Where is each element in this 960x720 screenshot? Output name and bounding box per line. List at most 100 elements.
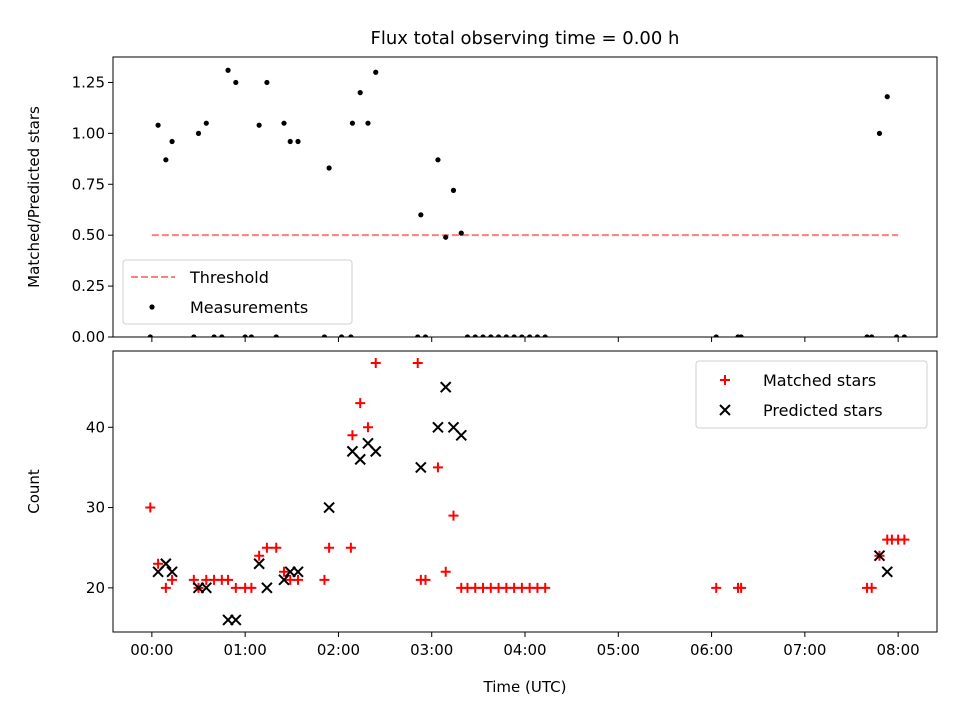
measurement-point [242,334,248,337]
y-tick-label: 40 [86,418,105,436]
y-axis-label: Count [25,469,43,514]
legend-top: Threshold Measurements [122,259,353,325]
plot-area [147,67,907,337]
legend-predicted-swatch [719,404,731,416]
axes-frame [112,56,938,338]
predicted-point [881,566,893,578]
measurement-point [418,212,424,218]
legend-threshold-label: Threshold [189,268,269,287]
predicted-point [166,566,178,578]
predicted-point [323,501,335,514]
y-axis-label: Matched/Predicted stars [25,106,43,288]
series-matched-stars [145,358,910,593]
measurement-point [884,94,890,100]
matched-point [153,558,164,569]
measurement-point [527,334,533,337]
measurement-point [893,334,900,337]
chart-title: Flux total observing time = 0.00 h [371,28,680,49]
measurement-point [281,120,287,126]
measurement-point [713,334,719,337]
measurement-point [357,90,363,96]
predicted-point [261,582,273,594]
measurement-point [495,334,502,337]
bottom-panel: 20 30 40 00:00 01:00 02:00 03:00 04:00 05:00 06:0… [25,350,938,696]
y-tick-label: 1.25 [72,73,105,91]
x-tick-label: 05:00 [597,641,640,659]
measurement-point [435,157,441,163]
measurement-point [326,165,332,171]
x-tick-label: 08:00 [877,641,920,659]
measurement-point [503,334,509,337]
measurement-point [450,187,457,193]
measurement-point [373,69,379,75]
matched-point [254,550,265,561]
predicted-point [370,445,382,458]
legend-box [122,259,353,325]
predicted-point [292,566,304,578]
measurement-point [264,79,270,86]
predicted-point [432,421,444,433]
measurement-point [864,334,870,337]
matched-point [370,358,381,369]
measurement-point [147,334,153,337]
matched-point [160,582,171,593]
predicted-point [455,429,467,442]
measurement-point [233,79,239,86]
measurement-point [287,138,293,145]
plot-area [145,358,910,626]
measurement-point [534,334,541,337]
measurement-point [349,120,356,126]
matched-point [167,574,178,585]
predicted-point [873,550,886,562]
measurement-point [163,157,169,163]
measurement-point [415,334,421,337]
predicted-point [415,461,427,474]
x-tick-label: 01:00 [224,641,267,659]
x-tick-label: 02:00 [317,641,360,659]
matched-point [261,542,272,553]
measurement-point [422,334,429,337]
predicted-point [230,614,242,626]
measurement-point [458,230,464,236]
y-tick-label: 30 [86,499,105,517]
predicted-point [278,574,290,586]
measurement-point [225,67,231,73]
x-axis-label: Time (UTC) [483,678,567,696]
matched-point [347,430,358,441]
legend-measurements-label: Measurements [190,298,308,317]
matched-point [319,574,330,585]
matched-point [324,542,335,553]
matched-point [271,542,282,553]
matched-point [362,422,373,433]
top-panel: 0.00 0.25 0.50 0.75 1.00 1.25 Flux total obser… [25,28,938,346]
matched-point [279,566,290,577]
predicted-point [200,582,212,594]
measurement-point [155,122,161,128]
x-tick-label: 04:00 [503,641,546,659]
matched-point [223,574,234,585]
measurement-point [203,120,209,126]
matched-point [355,398,366,409]
measurement-point [901,334,907,337]
series-measurements [147,67,907,337]
matched-point [293,574,304,585]
matched-point [345,542,356,553]
measurement-point [488,334,494,337]
measurement-point [191,334,197,337]
measurement-point [273,334,279,337]
measurement-point [295,138,301,145]
measurement-point [480,334,486,337]
predicted-point [354,453,366,466]
matched-point [899,534,910,545]
axes-frame [112,350,938,633]
matched-point [711,582,722,593]
measurement-point [219,334,225,337]
measurement-point [511,334,517,337]
measurement-point [169,138,175,145]
y-tick-label: 0.25 [72,277,105,295]
matched-point [420,574,431,585]
legend-matched-swatch [720,375,730,385]
y-tick-label: 1.00 [72,124,105,142]
measurement-point [472,334,478,337]
legend-bottom: Matched stars Predicted stars [695,360,928,429]
